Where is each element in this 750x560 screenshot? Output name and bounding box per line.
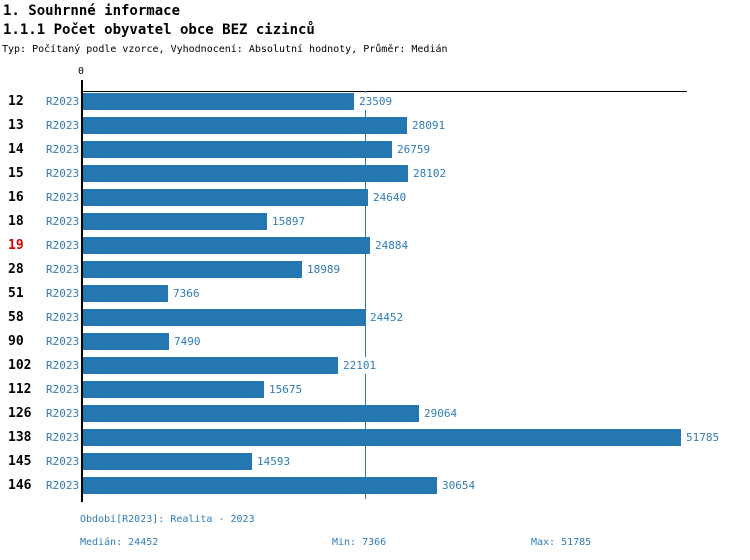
footer-period: Období[R2023]: Realita - 2023 (80, 514, 255, 525)
bar-value-label: 26759 (396, 141, 432, 158)
bar-value-label: 30654 (441, 477, 477, 494)
median-line (365, 91, 366, 499)
row-series-label: R2023 (46, 455, 80, 468)
row-category-label: 145 (8, 454, 32, 469)
bar-row: 126 R2023 29064 (0, 405, 750, 422)
row-series-label: R2023 (46, 383, 80, 396)
bar-value-label: 29064 (423, 405, 459, 422)
bar-value-label: 15897 (271, 213, 307, 230)
value-bar (83, 285, 168, 302)
value-bar (83, 333, 169, 350)
bar-value-label: 28091 (411, 117, 447, 134)
bar-row: 51 R2023 7366 (0, 285, 750, 302)
row-series-label: R2023 (46, 287, 80, 300)
chart-meta-line: Typ: Počítaný podle vzorce, Vyhodnocení:… (2, 44, 448, 55)
bar-row: 15 R2023 28102 (0, 165, 750, 182)
value-bar (83, 453, 252, 470)
row-series-label: R2023 (46, 335, 80, 348)
row-series-label: R2023 (46, 479, 80, 492)
row-category-label: 102 (8, 358, 32, 373)
footer-min: Min: 7366 (332, 537, 387, 548)
bar-row: 14 R2023 26759 (0, 141, 750, 158)
bar-row: 90 R2023 7490 (0, 333, 750, 350)
bar-value-label: 24640 (372, 189, 408, 206)
row-series-label: R2023 (46, 359, 80, 372)
bar-value-label: 51785 (685, 429, 721, 446)
row-category-label: 16 (8, 190, 24, 205)
bar-row: 28 R2023 18989 (0, 261, 750, 278)
row-series-label: R2023 (46, 239, 80, 252)
value-bar (83, 165, 408, 182)
row-series-label: R2023 (46, 431, 80, 444)
bar-row: 58 R2023 24452 (0, 309, 750, 326)
bar-row: 145 R2023 14593 (0, 453, 750, 470)
row-category-label: 90 (8, 334, 24, 349)
bar-value-label: 24884 (374, 237, 410, 254)
value-bar (83, 381, 264, 398)
row-series-label: R2023 (46, 215, 80, 228)
row-category-label: 12 (8, 94, 24, 109)
x-axis-zero-label: 0 (78, 66, 85, 77)
value-bar (83, 213, 267, 230)
row-category-label: 126 (8, 406, 32, 421)
value-bar (83, 189, 368, 206)
row-category-label: 146 (8, 478, 32, 493)
value-bar (83, 405, 419, 422)
value-bar (83, 93, 354, 110)
bar-row: 12 R2023 23509 (0, 93, 750, 110)
row-series-label: R2023 (46, 311, 80, 324)
bar-row: 112 R2023 15675 (0, 381, 750, 398)
bar-row: 138 R2023 51785 (0, 429, 750, 446)
bar-value-label: 18989 (306, 261, 342, 278)
row-category-label: 18 (8, 214, 24, 229)
y-axis-line (81, 80, 83, 502)
x-axis-line (81, 91, 687, 92)
bar-value-label: 22101 (342, 357, 378, 374)
row-series-label: R2023 (46, 407, 80, 420)
row-category-label: 28 (8, 262, 24, 277)
value-bar (83, 261, 302, 278)
bar-row: 102 R2023 22101 (0, 357, 750, 374)
bar-row: 13 R2023 28091 (0, 117, 750, 134)
bar-row: 19 R2023 24884 (0, 237, 750, 254)
bar-value-label: 23509 (358, 93, 394, 110)
value-bar (83, 237, 370, 254)
row-series-label: R2023 (46, 119, 80, 132)
value-bar (83, 429, 681, 446)
row-category-label: 15 (8, 166, 24, 181)
row-category-label: 14 (8, 142, 24, 157)
row-series-label: R2023 (46, 143, 80, 156)
row-category-label: 58 (8, 310, 24, 325)
row-series-label: R2023 (46, 167, 80, 180)
chart-title: 1.1.1 Počet obyvatel obce BEZ cizinců (3, 22, 315, 38)
bar-value-label: 14593 (256, 453, 292, 470)
bar-value-label: 28102 (412, 165, 448, 182)
bar-value-label: 7366 (172, 285, 201, 302)
page-title: 1. Souhrnné informace (3, 3, 181, 19)
value-bar (83, 141, 392, 158)
row-category-label: 112 (8, 382, 32, 397)
value-bar (83, 117, 407, 134)
row-series-label: R2023 (46, 95, 80, 108)
bar-value-label: 15675 (268, 381, 304, 398)
row-series-label: R2023 (46, 263, 80, 276)
row-category-label: 13 (8, 118, 24, 133)
bar-value-label: 7490 (173, 333, 202, 350)
value-bar (83, 477, 437, 494)
row-category-label: 19 (8, 238, 24, 253)
bar-row: 146 R2023 30654 (0, 477, 750, 494)
row-category-label: 51 (8, 286, 24, 301)
bar-row: 18 R2023 15897 (0, 213, 750, 230)
row-category-label: 138 (8, 430, 32, 445)
footer-median: Medián: 24452 (80, 537, 159, 548)
row-series-label: R2023 (46, 191, 80, 204)
bar-row: 16 R2023 24640 (0, 189, 750, 206)
footer-max: Max: 51785 (531, 537, 592, 548)
value-bar (83, 357, 338, 374)
value-bar (83, 309, 365, 326)
bar-value-label: 24452 (369, 309, 405, 326)
